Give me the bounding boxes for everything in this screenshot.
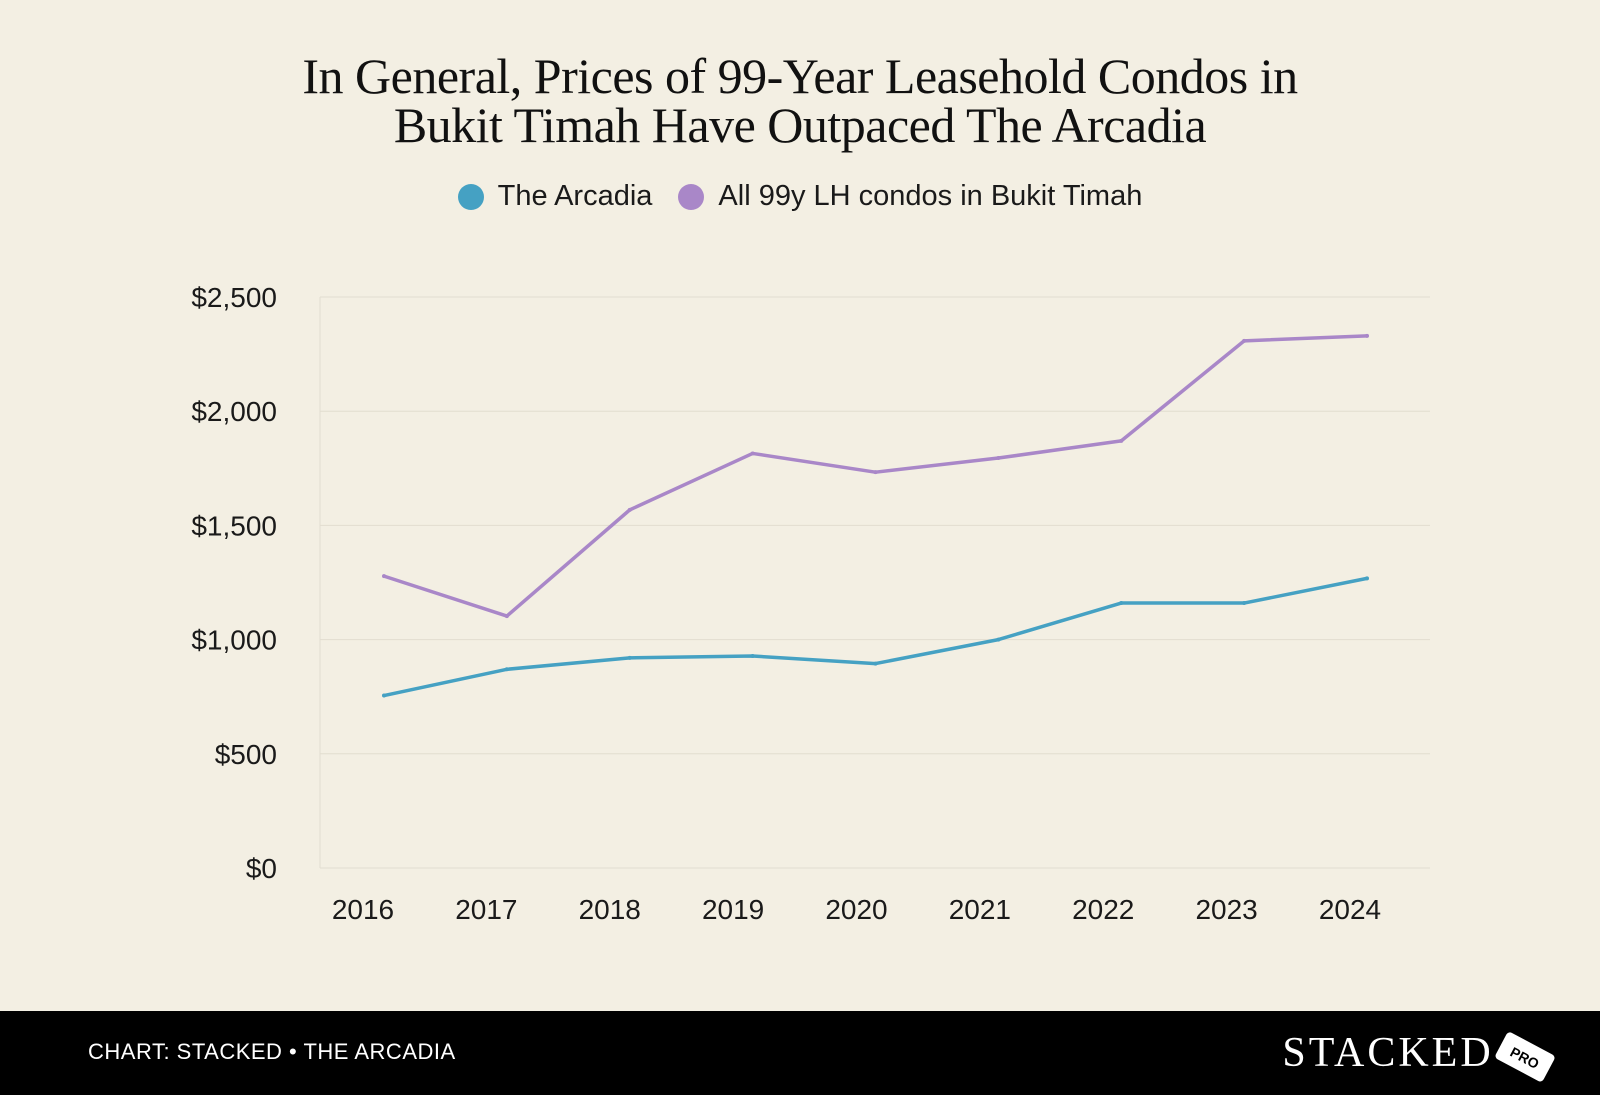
chart-legend: The Arcadia All 99y LH condos in Bukit T…	[0, 180, 1600, 213]
brand-pro-tag: PRO	[1493, 1030, 1556, 1084]
y-tick-label: $0	[246, 853, 277, 884]
x-tick-label: 2016	[332, 894, 394, 925]
brand-logo: STACKED PRO	[1282, 1023, 1556, 1084]
data-point	[1242, 338, 1247, 343]
chart-credit: CHART: STACKED • THE ARCADIA	[88, 1039, 456, 1064]
data-point	[382, 693, 386, 698]
data-point	[1119, 601, 1124, 606]
x-tick-label: 2018	[579, 894, 641, 925]
x-tick-label: 2024	[1319, 894, 1381, 925]
y-tick-label: $2,000	[191, 396, 277, 427]
legend-label-arcadia: The Arcadia	[497, 180, 653, 212]
legend-swatch-bukit-timah	[678, 183, 705, 210]
footer-bar: CHART: STACKED • THE ARCADIA STACKED PRO	[0, 1011, 1600, 1095]
data-point	[504, 667, 509, 672]
data-point	[1242, 601, 1247, 606]
series-line-bukit-timah	[382, 334, 1369, 618]
legend-label-bukit-timah: All 99y LH condos in Bukit Timah	[718, 180, 1143, 212]
legend-swatch-arcadia	[457, 183, 484, 210]
x-tick-label: 2022	[1072, 894, 1134, 925]
data-point	[627, 507, 632, 512]
data-point	[750, 654, 755, 659]
chart-title-line-2: Bukit Timah Have Outpaced The Arcadia	[393, 97, 1207, 153]
data-point	[1365, 576, 1369, 581]
legend-item-bukit-timah: All 99y LH condos in Bukit Timah	[678, 180, 1142, 213]
data-point	[382, 574, 386, 579]
x-tick-label: 2017	[455, 894, 517, 925]
y-tick-label: $500	[215, 739, 277, 770]
y-tick-label: $1,500	[191, 510, 277, 541]
y-tick-label: $1,000	[191, 625, 277, 656]
data-point	[750, 451, 755, 456]
data-point	[627, 655, 632, 660]
x-tick-label: 2021	[949, 894, 1011, 925]
brand-name: STACKED	[1282, 1030, 1494, 1076]
data-point	[996, 456, 1001, 461]
data-point	[1365, 333, 1369, 338]
data-point	[1119, 438, 1124, 443]
x-tick-label: 2023	[1195, 894, 1257, 925]
x-tick-label: 2020	[825, 894, 887, 925]
data-point	[873, 470, 878, 475]
line-chart: $0 $500 $1,000 $1,500 $2,000 $2,500 2016 2017 20…	[191, 282, 1430, 925]
chart-title-line-1: In General, Prices of 99-Year Leasehold …	[302, 48, 1298, 104]
data-point	[873, 661, 878, 666]
x-tick-label: 2019	[702, 894, 764, 925]
chart-title: In General, Prices of 99-Year Leasehold …	[0, 48, 1600, 153]
data-point	[504, 614, 509, 619]
data-point	[996, 637, 1001, 642]
legend-item-arcadia: The Arcadia	[457, 180, 653, 213]
y-tick-label: $2,500	[191, 282, 277, 313]
